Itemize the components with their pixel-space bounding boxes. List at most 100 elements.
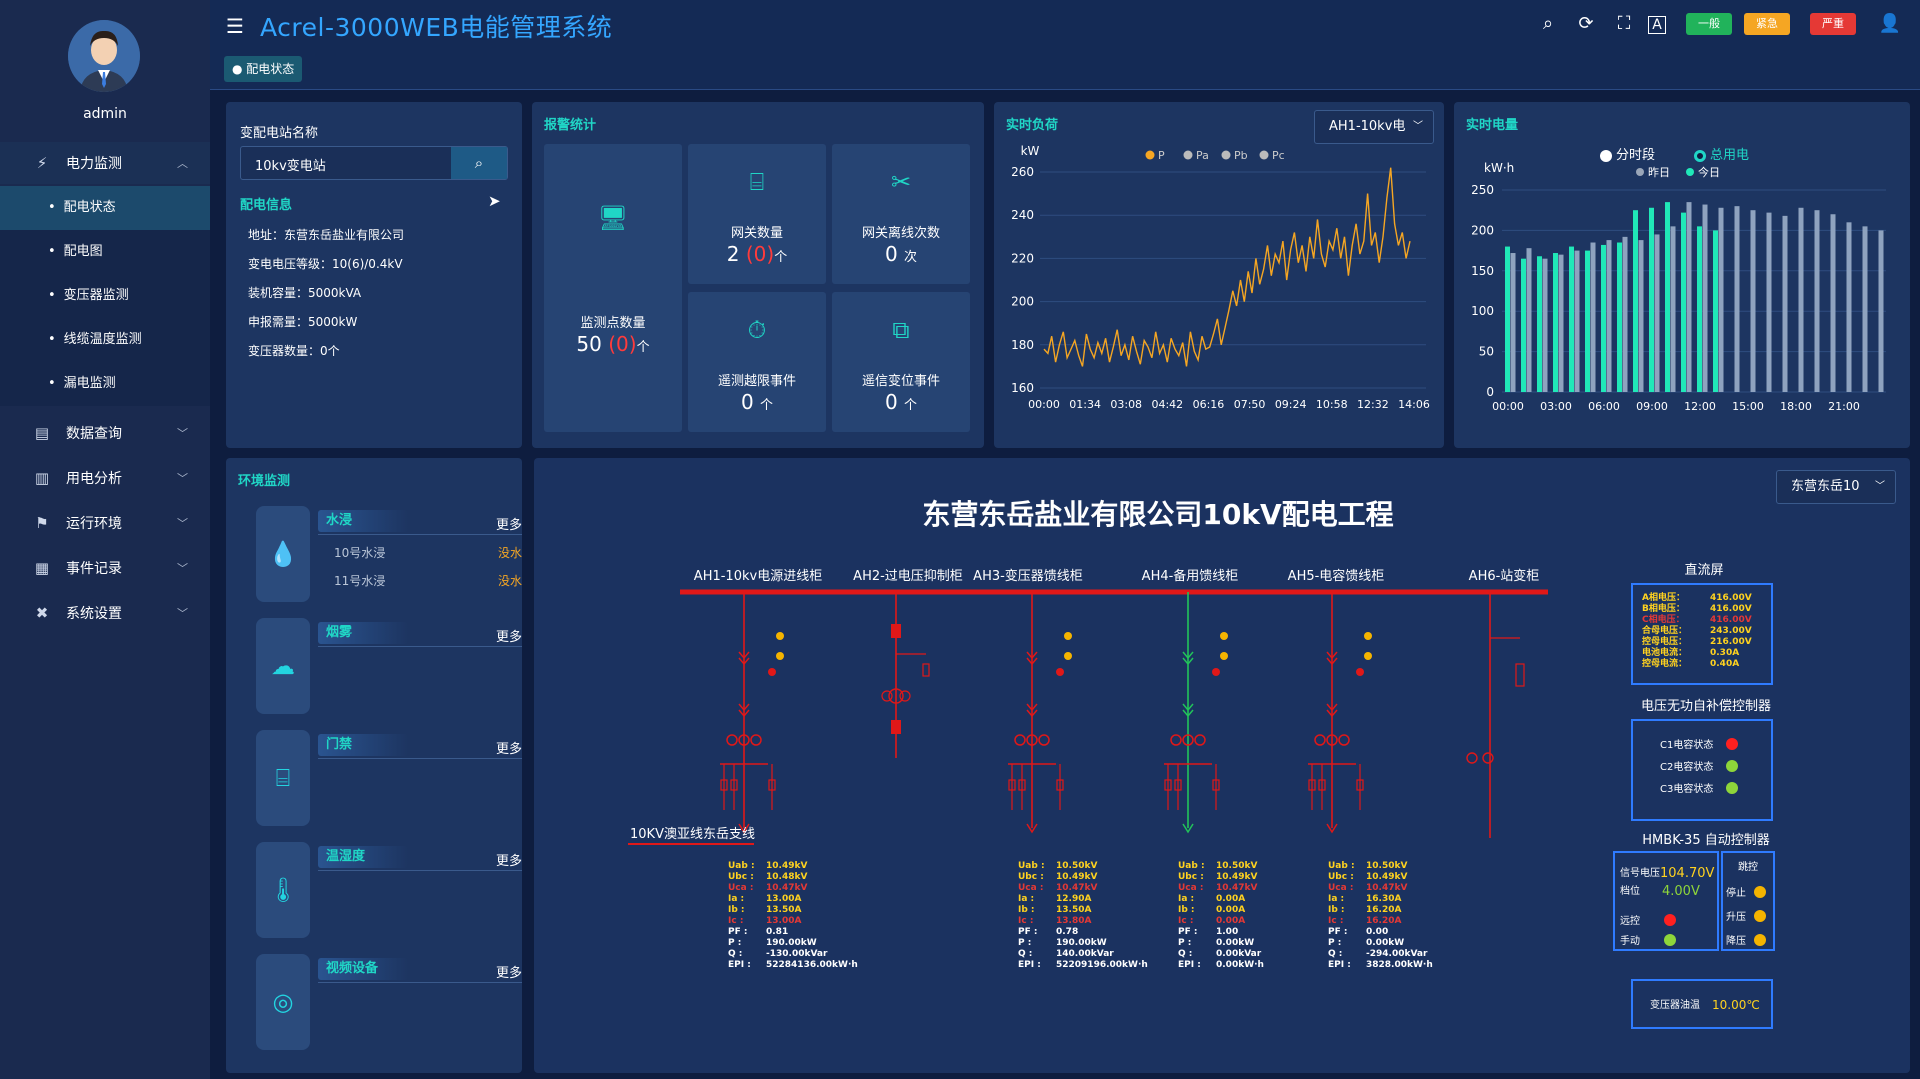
bar-yesterday [1574,250,1580,392]
smoke-more-link[interactable]: 更多 [496,630,523,645]
signal-change-card[interactable]: ⧉ 遥信变位事件 0 个 [832,292,970,432]
door-more-link[interactable]: 更多 [496,742,523,757]
overlimit-card[interactable]: ⏱ 遥测越限事件 0 个 [688,292,826,432]
bar-today [1665,202,1670,392]
svg-text:Ia :: Ia : [728,894,744,904]
fullscreen-icon[interactable]: ⛶ [1617,13,1631,34]
alarm-general-badge[interactable]: 一般 [1686,13,1732,35]
dc-row-value: 416.00V [1710,593,1752,603]
menu-toggle-icon[interactable]: ☰ [226,14,244,38]
legend-label: Pc [1272,149,1285,162]
capacitor-status-lamp [1726,760,1738,772]
station-search-button[interactable]: ⌕ [451,147,507,179]
submenu-distribution-diagram[interactable]: 配电图 [0,230,210,274]
capacitor-status-label: C1电容状态 [1660,738,1713,751]
alarm-severe-badge[interactable]: 严重 [1810,13,1856,35]
radio-icon [1694,149,1706,162]
period-radio[interactable]: 分时段 [1600,144,1655,163]
submenu-transformer-monitor[interactable]: 变压器监测 [0,274,210,318]
cabinet-label: AH3-变压器馈线柜 [973,568,1083,584]
station-search-input[interactable]: 10kv变电站 [255,159,326,174]
total-radio[interactable]: 总用电 [1694,144,1749,163]
svg-text:16.20A: 16.20A [1366,905,1401,915]
hmbk-manual-lamp [1664,934,1676,946]
svg-text:Uab :: Uab : [1328,861,1355,871]
monitor-points-card[interactable]: 🖥 监测点数量 50 (0)个 [544,144,682,432]
chevron-down-icon: ﹀ [1413,121,1423,132]
submenu-leakage[interactable]: 漏电监测 [0,362,210,406]
svg-text:13.80A: 13.80A [1056,916,1091,926]
alarm-urgent-badge[interactable]: 紧急 [1744,13,1790,35]
legend-label: P [1158,149,1165,162]
gateway-offline-card[interactable]: ✂ 网关离线次数 0 次 [832,144,970,284]
cabinet-select[interactable]: AH1-10kv电 ﹀ [1314,110,1434,144]
legend-marker [1145,150,1155,160]
user-avatar[interactable] [68,20,140,92]
svg-text:52284136.00kW·h: 52284136.00kW·h [766,960,858,970]
font-size-icon[interactable]: A [1648,16,1666,34]
single-line-diagram: 东营东岳盐业有限公司10kV配电工程 AH1-10kv电源进线柜 AH2-过电压抑制… [628,498,1775,1029]
svg-text:Ic :: Ic : [1178,916,1193,926]
divider [318,534,522,535]
project-select[interactable]: 东营东岳10 ﹀ [1776,470,1896,504]
menu-settings[interactable]: ✖ 系统设置 ﹀ [0,592,210,634]
info-line: 变电电压等级：10(6)/0.4kV [248,257,403,271]
bar-yesterday [1686,202,1692,392]
door-card[interactable]: ⌸ [256,730,310,826]
svg-text:10.49kV: 10.49kV [1366,872,1407,882]
bar-yesterday [1558,254,1564,392]
video-more-link[interactable]: 更多 [496,966,523,981]
value: 0 [884,242,898,266]
submenu-cable-temp[interactable]: 线缆温度监测 [0,318,210,362]
temp-card[interactable]: 🌡 [256,842,310,938]
energy-title: 实时电量 [1466,118,1519,133]
user-icon[interactable]: 👤 [1878,13,1902,34]
menu-data-query[interactable]: ▤ 数据查询 ﹀ [0,412,210,454]
video-card[interactable]: ◎ [256,954,310,1050]
svg-text:10.47kV: 10.47kV [1366,883,1407,893]
smoke-card[interactable]: ☁ [256,618,310,714]
water-card[interactable]: 💧 [256,506,310,602]
breadcrumb-tab[interactable]: ● 配电状态 [224,56,303,82]
dc-row-label: C相电压： [1642,613,1685,625]
station-name-label: 变配电站名称 [240,126,319,141]
capacitor-status-label: C3电容状态 [1660,782,1713,795]
submenu-distribution-status[interactable]: 配电状态 [0,186,210,230]
svg-text:EPI :: EPI : [728,960,751,970]
send-icon[interactable]: ➤ [488,192,501,210]
temp-more-link[interactable]: 更多 [496,854,523,869]
svg-text:1.00: 1.00 [1216,927,1238,937]
search-icon[interactable]: ⌕ [1542,13,1554,34]
menu-analysis[interactable]: ▥ 用电分析 ﹀ [0,457,210,499]
bar-yesterday [1638,240,1644,392]
oil-temp-box [1631,979,1773,1029]
svg-text:P :: P : [728,938,741,948]
svg-text:EPI :: EPI : [1178,960,1201,970]
cabinet-label: AH6-站变柜 [1469,568,1540,584]
menu-event-record[interactable]: ▦ 事件记录 ﹀ [0,547,210,589]
divider [318,758,522,759]
x-tick-label: 12:32 [1357,398,1389,411]
legend-marker [1183,150,1193,160]
bar-today [1569,246,1574,392]
svg-text:Ubc :: Ubc : [1328,872,1354,882]
bar-today [1585,250,1590,392]
water-more-link[interactable]: 更多 [496,518,523,533]
cabinet-label: AH5-电容馈线柜 [1288,568,1385,584]
menu-label: 数据查询 [66,426,122,442]
refresh-icon[interactable]: ⟳ [1578,13,1594,34]
menu-environment[interactable]: ⚑ 运行环境 ﹀ [0,502,210,544]
svg-text:Ubc :: Ubc : [1178,872,1204,882]
svg-text:Ubc :: Ubc : [728,872,754,882]
dc-row-value: 0.30A [1710,648,1739,658]
feeder-branch [1308,592,1372,834]
menu-label: 系统设置 [66,606,122,622]
gateway-card[interactable]: ⌸ 网关数量 2 (0)个 [688,144,826,284]
svg-text:13.00A: 13.00A [766,894,801,904]
settings-icon: ✖ [35,604,49,622]
svg-text:Ib :: Ib : [1328,905,1345,915]
x-tick-label: 04:42 [1151,398,1183,411]
y-axis-unit: kW [1021,144,1040,158]
dc-row-label: 控母电压： [1642,635,1687,647]
menu-power-monitor[interactable]: ⚡ 电力监测 ︿ [0,142,210,184]
